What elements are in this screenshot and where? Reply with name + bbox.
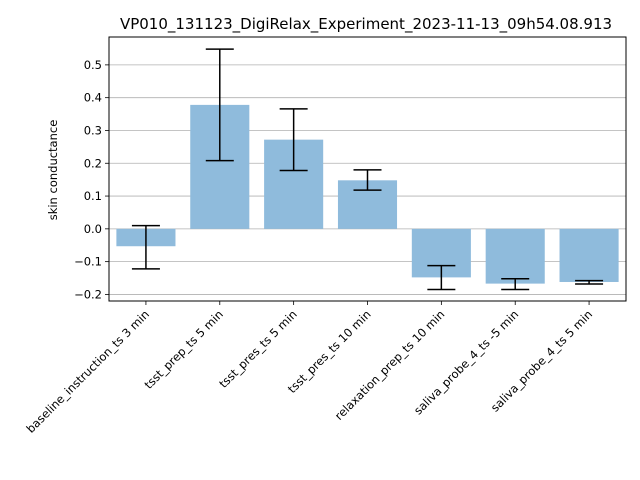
x-tick-label: tsst_pres_ts 5 min	[216, 307, 300, 391]
y-tick-label: −0.2	[74, 287, 102, 301]
y-tick-label: 0.2	[84, 156, 102, 170]
bar	[559, 228, 619, 282]
bar	[485, 228, 545, 284]
x-axis-ticks: baseline_instruction_ts 3 mintsst_prep_t…	[23, 301, 595, 436]
y-axis-ticks: −0.2 −0.1 0.0 0.1 0.2 0.3 0.4 0.5	[74, 58, 109, 301]
y-axis-label: skin conductance	[46, 120, 60, 221]
y-tick-label: 0.4	[84, 91, 102, 105]
x-tick-label: tsst_prep_ts 5 min	[141, 307, 225, 391]
x-tick-label: baseline_instruction_ts 3 min	[23, 307, 152, 436]
x-tick-label: tsst_pres_ts 10 min	[285, 307, 374, 396]
bars	[116, 104, 619, 284]
y-tick-label: 0.1	[84, 189, 102, 203]
y-tick-label: 0.5	[84, 58, 102, 72]
y-tick-label: 0.0	[84, 222, 102, 236]
error-bars	[131, 48, 604, 291]
y-tick-label: −0.1	[74, 255, 102, 269]
chart-title: VP010_131123_DigiRelax_Experiment_2023-1…	[120, 15, 612, 34]
y-tick-label: 0.3	[84, 123, 102, 137]
